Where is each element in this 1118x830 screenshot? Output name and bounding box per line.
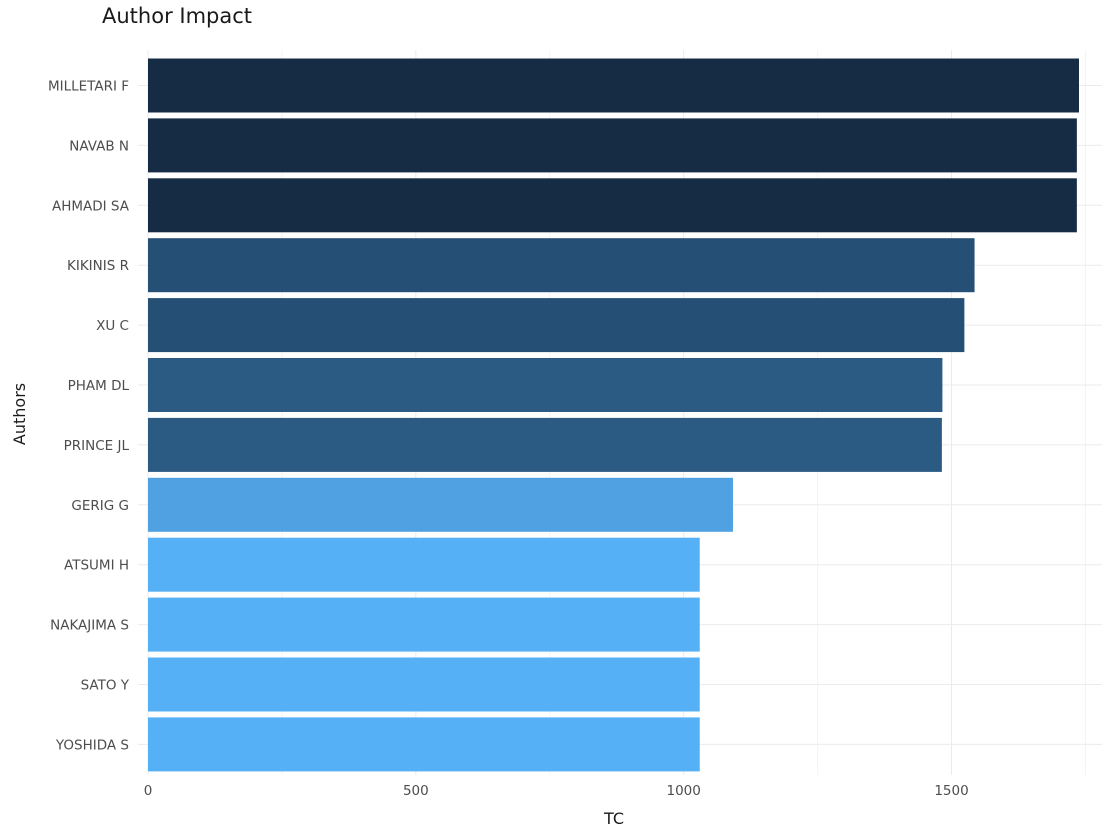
y-tick-labels: MILLETARI F NAVAB N AHMADI SA KIKINIS R XU C…: [48, 79, 130, 754]
y-tick-label: KIKINIS R: [67, 258, 129, 274]
bar: [148, 477, 733, 532]
y-tick-label: YOSHIDA S: [55, 737, 129, 753]
y-axis-title: Authors: [10, 383, 29, 445]
y-tick-label: GERIG G: [71, 498, 129, 514]
x-axis-title: TC: [603, 809, 624, 828]
y-tick-label: MILLETARI F: [48, 79, 129, 95]
x-tick-label: 1000: [666, 783, 700, 799]
y-tick-label: XU C: [96, 318, 129, 334]
bar-layer: [148, 58, 1079, 772]
bar: [148, 417, 942, 472]
bar: [148, 358, 943, 412]
bar: [148, 238, 975, 293]
x-tick-labels: 0 500 1000 1500: [144, 783, 969, 799]
bar: [148, 657, 700, 712]
y-tick-label: NAKAJIMA S: [50, 618, 129, 634]
bar: [148, 717, 700, 772]
y-tick-label: SATO Y: [81, 678, 130, 694]
y-tick-label: PHAM DL: [68, 378, 130, 394]
chart-title: Author Impact: [102, 4, 253, 28]
y-tick-label: ATSUMI H: [64, 558, 129, 574]
x-tick-label: 500: [403, 783, 429, 799]
bar: [148, 58, 1079, 113]
bar: [148, 597, 700, 652]
y-tick-label: AHMADI SA: [52, 198, 130, 214]
y-tick-label: NAVAB N: [69, 138, 129, 154]
bar: [148, 537, 700, 592]
y-tick-label: PRINCE JL: [64, 438, 130, 454]
bar: [148, 118, 1077, 173]
x-tick-label: 0: [144, 783, 153, 799]
x-tick-label: 1500: [934, 783, 968, 799]
bar: [148, 178, 1077, 233]
bar: [148, 298, 965, 353]
